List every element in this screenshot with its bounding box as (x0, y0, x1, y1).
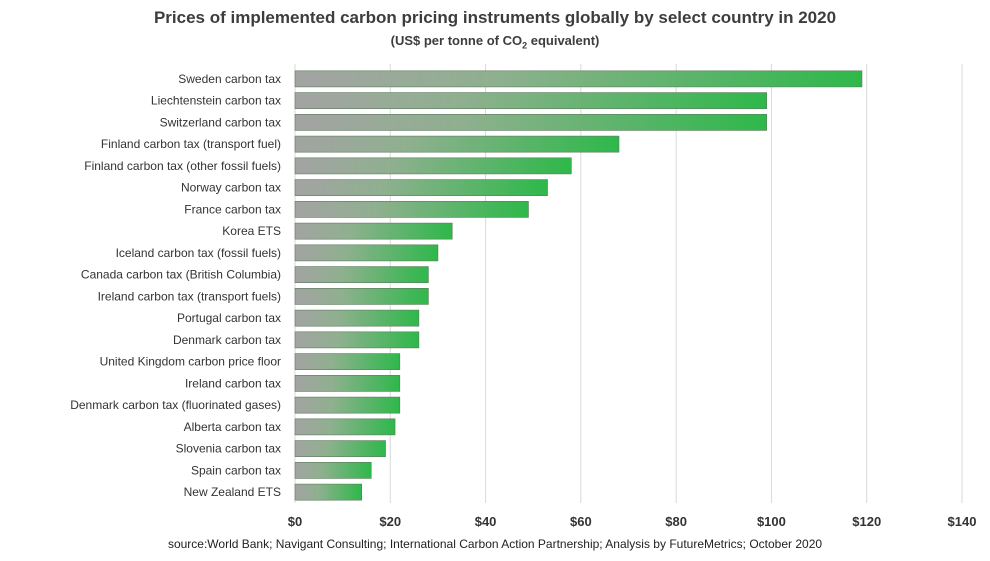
category-label: Ireland carbon tax (transport fuels) (98, 289, 281, 303)
bar (294, 135, 620, 153)
bar (294, 92, 767, 109)
x-tick-label: $100 (757, 514, 786, 529)
category-label: Iceland carbon tax (fossil fuels) (116, 246, 281, 260)
bar (294, 157, 572, 175)
category-label: Slovenia carbon tax (176, 442, 281, 456)
bar (294, 462, 372, 479)
bar (294, 70, 863, 88)
bar (294, 244, 439, 262)
bar (294, 309, 420, 327)
bar (294, 353, 401, 370)
subtitle-text-end: equivalent) (527, 33, 600, 48)
bar (294, 266, 429, 283)
category-label: Switzerland carbon tax (160, 115, 281, 129)
category-label: Spain carbon tax (191, 463, 281, 477)
bar (294, 418, 396, 436)
x-tick-label: $140 (948, 514, 977, 529)
bar (294, 179, 548, 196)
category-label: Denmark carbon tax (fluorinated gases) (70, 398, 281, 412)
bar (294, 483, 362, 501)
bar (294, 375, 401, 392)
category-label: Canada carbon tax (British Columbia) (81, 268, 281, 282)
x-tick-label: $120 (852, 514, 881, 529)
bar (294, 201, 529, 218)
category-label: Ireland carbon tax (185, 376, 281, 390)
bar (294, 440, 386, 457)
chart-title: Prices of implemented carbon pricing ins… (153, 8, 837, 27)
category-label: United Kingdom carbon price floor (100, 355, 281, 369)
chart-subtitle: (US$ per tonne of CO2 equivalent) (0, 33, 990, 51)
x-tick-label: $60 (570, 514, 592, 529)
category-label: France carbon tax (184, 202, 281, 216)
x-tick-label: $80 (665, 514, 687, 529)
category-label: New Zealand ETS (184, 485, 281, 499)
chart-source: source:World Bank; Navigant Consulting; … (167, 537, 823, 551)
x-tick-label: $20 (379, 514, 401, 529)
category-label: Finland carbon tax (transport fuel) (101, 137, 281, 151)
bar (294, 222, 453, 240)
x-tick-label: $0 (288, 514, 302, 529)
category-label: Liechtenstein carbon tax (151, 94, 281, 108)
subtitle-text: (US$ per tonne of CO (390, 33, 523, 48)
subtitle-subscript: 2 (522, 40, 528, 51)
category-label: Alberta carbon tax (184, 420, 281, 434)
category-label: Sweden carbon tax (178, 72, 281, 86)
category-label: Portugal carbon tax (177, 311, 281, 325)
bar (294, 288, 429, 305)
category-label: Denmark carbon tax (173, 333, 281, 347)
x-tick-label: $40 (475, 514, 497, 529)
bar (294, 114, 767, 131)
category-label: Korea ETS (222, 224, 281, 238)
category-label: Finland carbon tax (other fossil fuels) (84, 159, 281, 173)
category-label: Norway carbon tax (181, 181, 281, 195)
bar (294, 396, 401, 414)
bar (294, 331, 420, 349)
